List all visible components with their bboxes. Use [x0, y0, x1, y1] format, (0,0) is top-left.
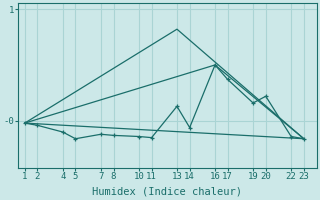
X-axis label: Humidex (Indice chaleur): Humidex (Indice chaleur) [92, 187, 243, 197]
